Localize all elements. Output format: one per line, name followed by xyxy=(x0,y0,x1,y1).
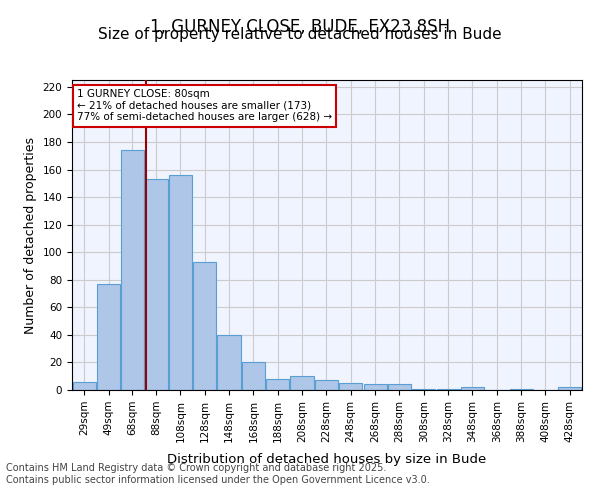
Bar xyxy=(169,175,192,390)
Bar xyxy=(437,388,460,390)
Bar xyxy=(121,150,144,390)
Bar xyxy=(364,384,386,390)
Text: 1, GURNEY CLOSE, BUDE, EX23 8SH: 1, GURNEY CLOSE, BUDE, EX23 8SH xyxy=(150,18,450,36)
Text: 1 GURNEY CLOSE: 80sqm
← 21% of detached houses are smaller (173)
77% of semi-det: 1 GURNEY CLOSE: 80sqm ← 21% of detached … xyxy=(77,90,332,122)
Bar xyxy=(461,387,484,390)
Bar xyxy=(193,262,216,390)
Bar xyxy=(97,284,120,390)
Bar xyxy=(339,383,362,390)
Bar xyxy=(388,384,411,390)
Bar xyxy=(73,382,96,390)
Bar xyxy=(242,362,265,390)
Bar xyxy=(290,376,314,390)
Text: Contains HM Land Registry data © Crown copyright and database right 2025.
Contai: Contains HM Land Registry data © Crown c… xyxy=(6,464,430,485)
Bar xyxy=(315,380,338,390)
X-axis label: Distribution of detached houses by size in Bude: Distribution of detached houses by size … xyxy=(167,453,487,466)
Bar xyxy=(509,388,533,390)
Bar xyxy=(412,388,436,390)
Bar xyxy=(217,335,241,390)
Text: Size of property relative to detached houses in Bude: Size of property relative to detached ho… xyxy=(98,28,502,42)
Bar xyxy=(266,379,289,390)
Bar xyxy=(558,387,581,390)
Y-axis label: Number of detached properties: Number of detached properties xyxy=(24,136,37,334)
Bar xyxy=(145,179,167,390)
